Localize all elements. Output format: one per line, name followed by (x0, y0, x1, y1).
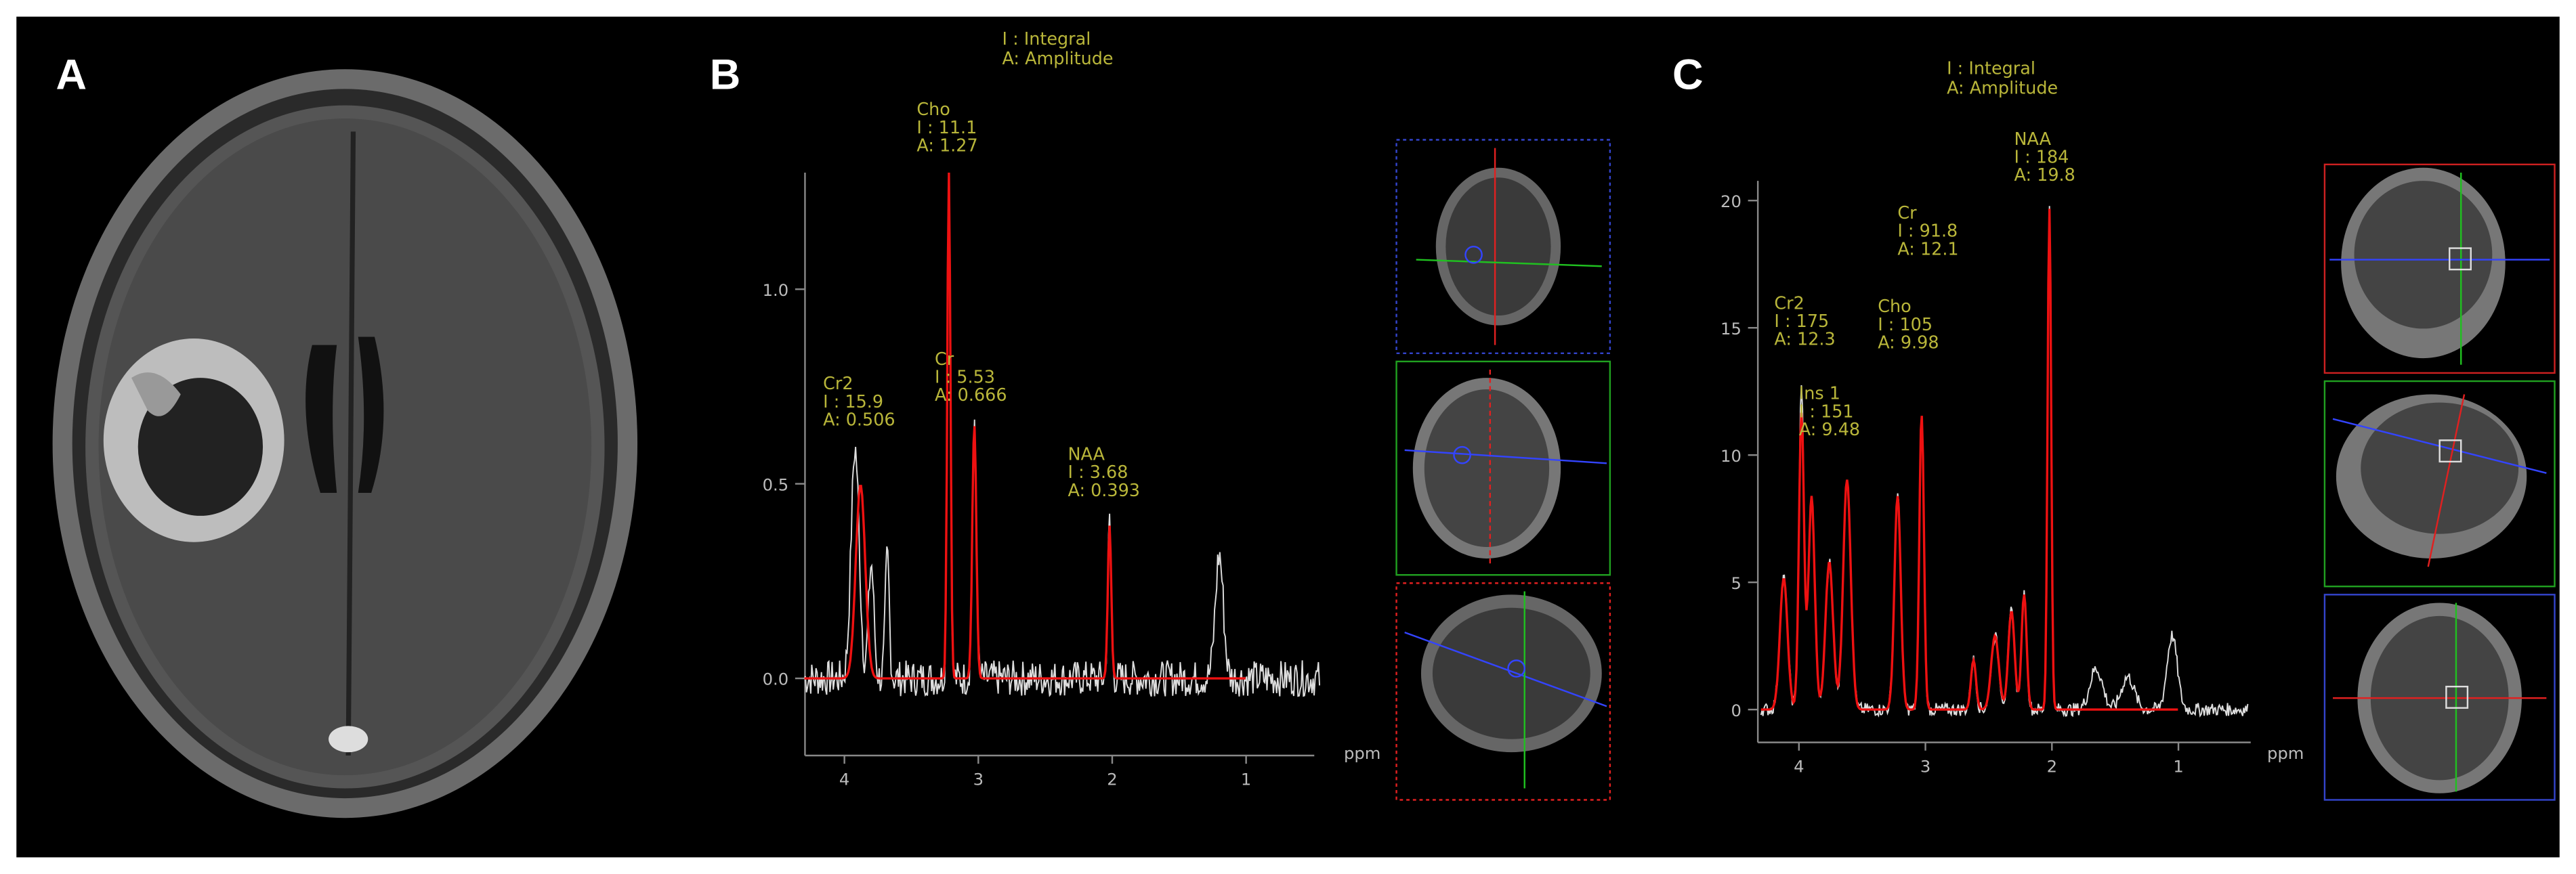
localizer-thumbnails (2323, 163, 2556, 801)
peak-annotation: I : 175 (1774, 311, 1829, 332)
y-tick-label: 5 (1731, 573, 1741, 593)
peak-annotation: I : 105 (1878, 315, 1933, 335)
y-tick-label: 10 (1720, 446, 1741, 466)
legend-text: I : Integral (1002, 29, 1091, 49)
x-tick-label: 4 (1794, 756, 1804, 776)
panel-label: C (1672, 51, 1704, 98)
peak-annotation: A: 1.27 (916, 135, 977, 156)
legend-text: A: Amplitude (1002, 49, 1113, 69)
peak-annotation: Ins 1 (1799, 384, 1840, 404)
peak-annotation: I : 15.9 (823, 392, 883, 412)
legend-text: I : Integral (1947, 58, 2035, 79)
peak-annotation: I : 151 (1799, 401, 1854, 422)
peak-annotation: A: 0.506 (823, 410, 895, 431)
mri-axial (52, 69, 638, 818)
y-tick-label: 0.0 (763, 670, 789, 689)
localizer-thumbnails (1395, 139, 1611, 801)
peak-annotation: Cr (1897, 203, 1917, 223)
x-tick-label: 4 (839, 770, 849, 789)
peak-annotation: A: 9.48 (1799, 420, 1860, 440)
x-tick-label: 2 (1107, 770, 1117, 789)
peak-annotation: NAA (2014, 129, 2052, 150)
y-tick-label: 15 (1720, 319, 1741, 338)
peak-annotation: Cr2 (823, 374, 853, 394)
peak-annotation: I : 11.1 (916, 118, 977, 138)
peak-annotation: A: 12.3 (1774, 330, 1835, 350)
x-unit: ppm (1344, 743, 1380, 763)
peak-annotation: A: 19.8 (2014, 165, 2075, 185)
y-tick-label: 1.0 (763, 280, 789, 300)
raw-spectrum (803, 200, 1321, 697)
fitted-spectrum (1760, 209, 2178, 711)
x-unit: ppm (2267, 743, 2304, 763)
x-tick-label: 2 (2047, 756, 2057, 776)
peak-annotation: Cho (1878, 297, 1911, 317)
peak-annotation: Cr (935, 349, 954, 370)
x-tick-label: 1 (1241, 770, 1251, 789)
x-tick-label: 3 (1920, 756, 1930, 776)
peak-annotation: A: 0.393 (1068, 481, 1140, 501)
panel-label: A (56, 51, 87, 98)
y-tick-label: 0.5 (763, 475, 789, 494)
x-tick-label: 1 (2173, 756, 2183, 776)
fitted-spectrum (804, 172, 1246, 680)
peak-annotation: I : 5.53 (935, 367, 995, 387)
peak-annotation: NAA (1068, 444, 1105, 464)
peak-annotation: A: 9.98 (1878, 333, 1939, 353)
panel-label: B (710, 51, 741, 98)
y-tick-label: 0 (1731, 701, 1741, 720)
peak-annotation: I : 184 (2014, 147, 2069, 167)
x-tick-label: 3 (973, 770, 984, 789)
peak-annotation: I : 3.68 (1068, 462, 1128, 483)
peak-annotation: A: 0.666 (935, 385, 1007, 406)
peak-annotation: A: 12.1 (1897, 239, 1958, 259)
legend-text: A: Amplitude (1947, 79, 2058, 99)
y-tick-label: 20 (1720, 192, 1741, 211)
peak-annotation: Cr2 (1774, 293, 1804, 313)
peak-annotation: I : 91.8 (1897, 221, 1958, 242)
peak-annotation: Cho (916, 100, 950, 120)
